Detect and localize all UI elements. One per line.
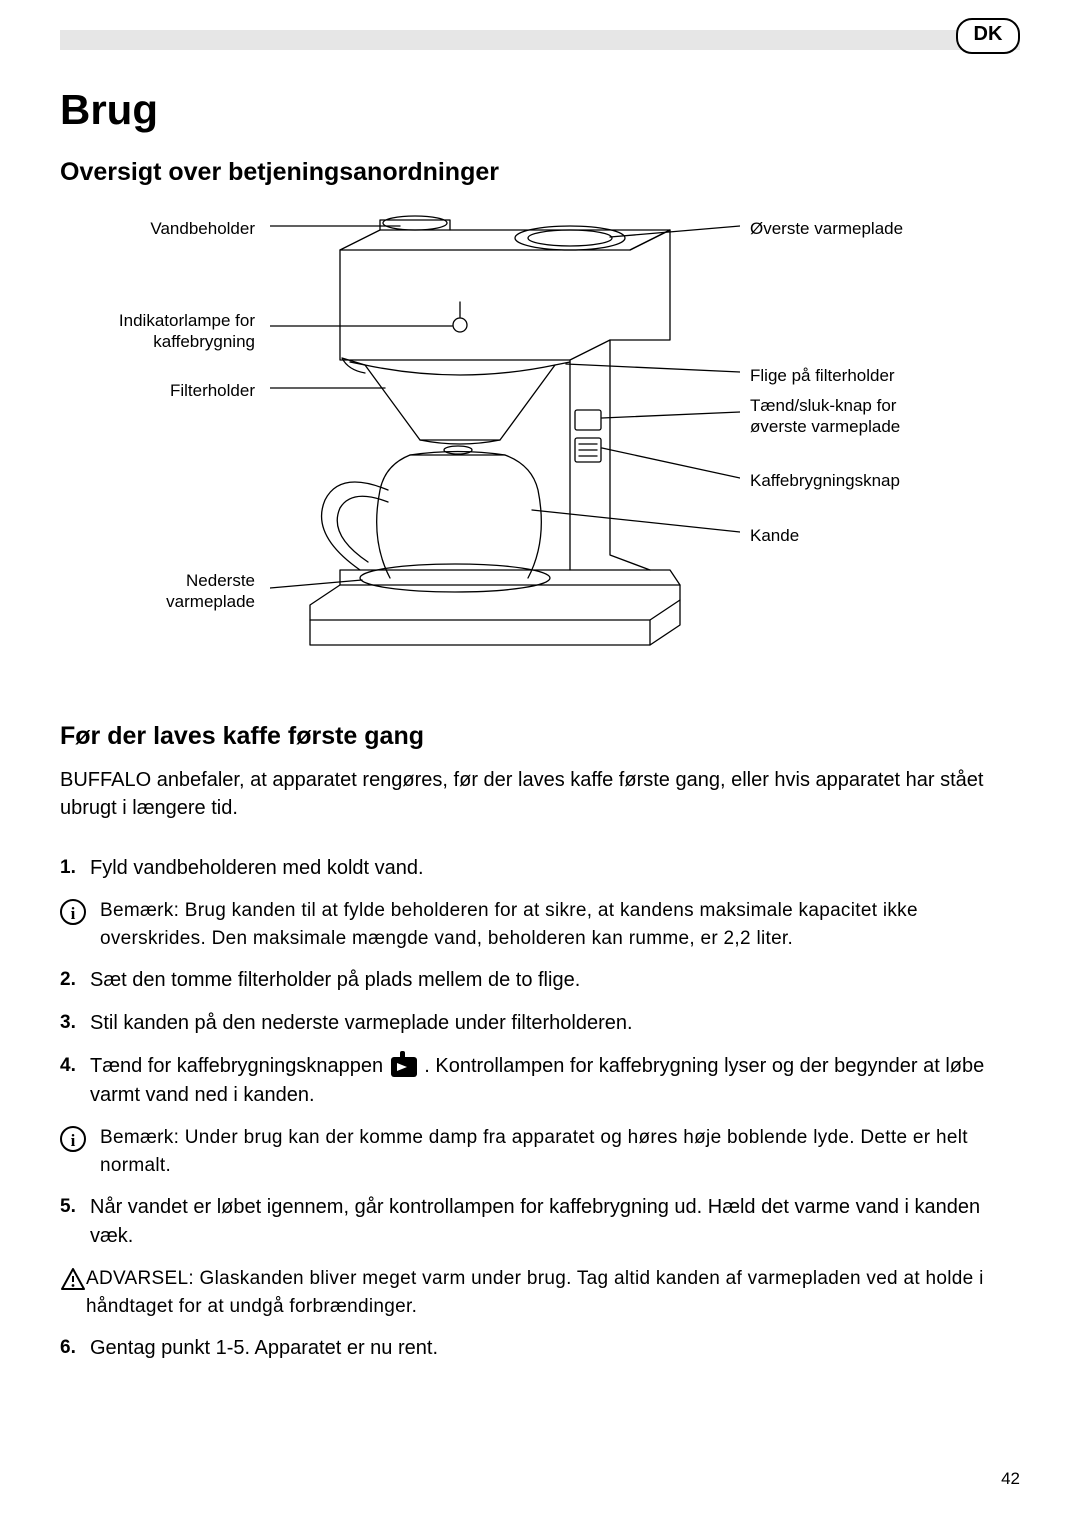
step-3: 3. Stil kanden på den nederste varmeplad… <box>60 1009 1020 1038</box>
step-number: 4. <box>60 1052 90 1080</box>
heading-overview: Oversigt over betjeningsanordninger <box>60 158 499 187</box>
warning-note: ADVARSEL: Glaskanden bliver meget varm u… <box>60 1265 1020 1320</box>
label-indikatorlampe: Indikatorlampe forkaffebrygning <box>60 310 255 353</box>
label-kande: Kande <box>750 525 1010 546</box>
step-1: 1. Fyld vandbeholderen med koldt vand. <box>60 854 1020 883</box>
label-filterholder: Filterholder <box>60 380 255 401</box>
intro-text: BUFFALO anbefaler, at apparatet rengøres… <box>60 766 1020 822</box>
step-2: 2. Sæt den tomme filterholder på plads m… <box>60 966 1020 995</box>
step-5: 5. Når vandet er løbet igennem, går kont… <box>60 1193 1020 1251</box>
brew-switch-icon <box>391 1057 417 1077</box>
step-number: 5. <box>60 1193 90 1221</box>
step-text: Stil kanden på den nederste varmeplade u… <box>90 1009 1020 1038</box>
steps-list: 1. Fyld vandbeholderen med koldt vand. B… <box>60 854 1020 1377</box>
step-number: 6. <box>60 1334 90 1362</box>
page-number: 42 <box>1001 1469 1020 1489</box>
step-number: 2. <box>60 966 90 994</box>
step-number: 1. <box>60 854 90 882</box>
step-text: Når vandet er løbet igennem, går kontrol… <box>90 1193 1020 1251</box>
step-6: 6. Gentag punkt 1-5. Apparatet er nu ren… <box>60 1334 1020 1363</box>
heading-first-use: Før der laves kaffe første gang <box>60 722 424 751</box>
info-icon <box>60 1124 100 1152</box>
warning-text: ADVARSEL: Glaskanden bliver meget varm u… <box>86 1265 1020 1320</box>
step-text: Tænd for kaffebrygningsknappen . Kontrol… <box>90 1052 1020 1110</box>
label-kaffebrygningsknap: Kaffebrygningsknap <box>750 470 1010 491</box>
label-nederste-varmeplade: Nederstevarmeplade <box>60 570 255 613</box>
label-taend-sluk: Tænd/sluk-knap forøverste varmeplade <box>750 395 1010 438</box>
step-text: Sæt den tomme filterholder på plads mell… <box>90 966 1020 995</box>
note-text: Bemærk: Brug kanden til at fylde beholde… <box>100 897 1020 952</box>
info-icon <box>60 897 100 925</box>
warning-icon <box>60 1265 86 1291</box>
step-4: 4. Tænd for kaffebrygningsknappen . Kont… <box>60 1052 1020 1110</box>
label-flige: Flige på filterholder <box>750 365 1010 386</box>
label-overste-varmeplade: Øverste varmeplade <box>750 218 1010 239</box>
language-badge: DK <box>956 18 1020 54</box>
note-info-2: Bemærk: Under brug kan der komme damp fr… <box>60 1124 1020 1179</box>
coffee-machine-outline <box>270 190 740 680</box>
step-number: 3. <box>60 1009 90 1037</box>
manual-page: DK Brug Oversigt over betjeningsanordnin… <box>0 0 1080 1529</box>
note-text: Bemærk: Under brug kan der komme damp fr… <box>100 1124 1020 1179</box>
header-bar <box>60 30 1020 50</box>
step-text: Gentag punkt 1-5. Apparatet er nu rent. <box>90 1334 1020 1363</box>
step-text: Fyld vandbeholderen med koldt vand. <box>90 854 1020 883</box>
label-vandbeholder: Vandbeholder <box>60 218 255 239</box>
step-4-pre: Tænd for kaffebrygningsknappen <box>90 1055 389 1077</box>
note-info-1: Bemærk: Brug kanden til at fylde beholde… <box>60 897 1020 952</box>
overview-diagram: Vandbeholder Indikatorlampe forkaffebryg… <box>60 190 1020 680</box>
heading-1: Brug <box>60 86 158 134</box>
